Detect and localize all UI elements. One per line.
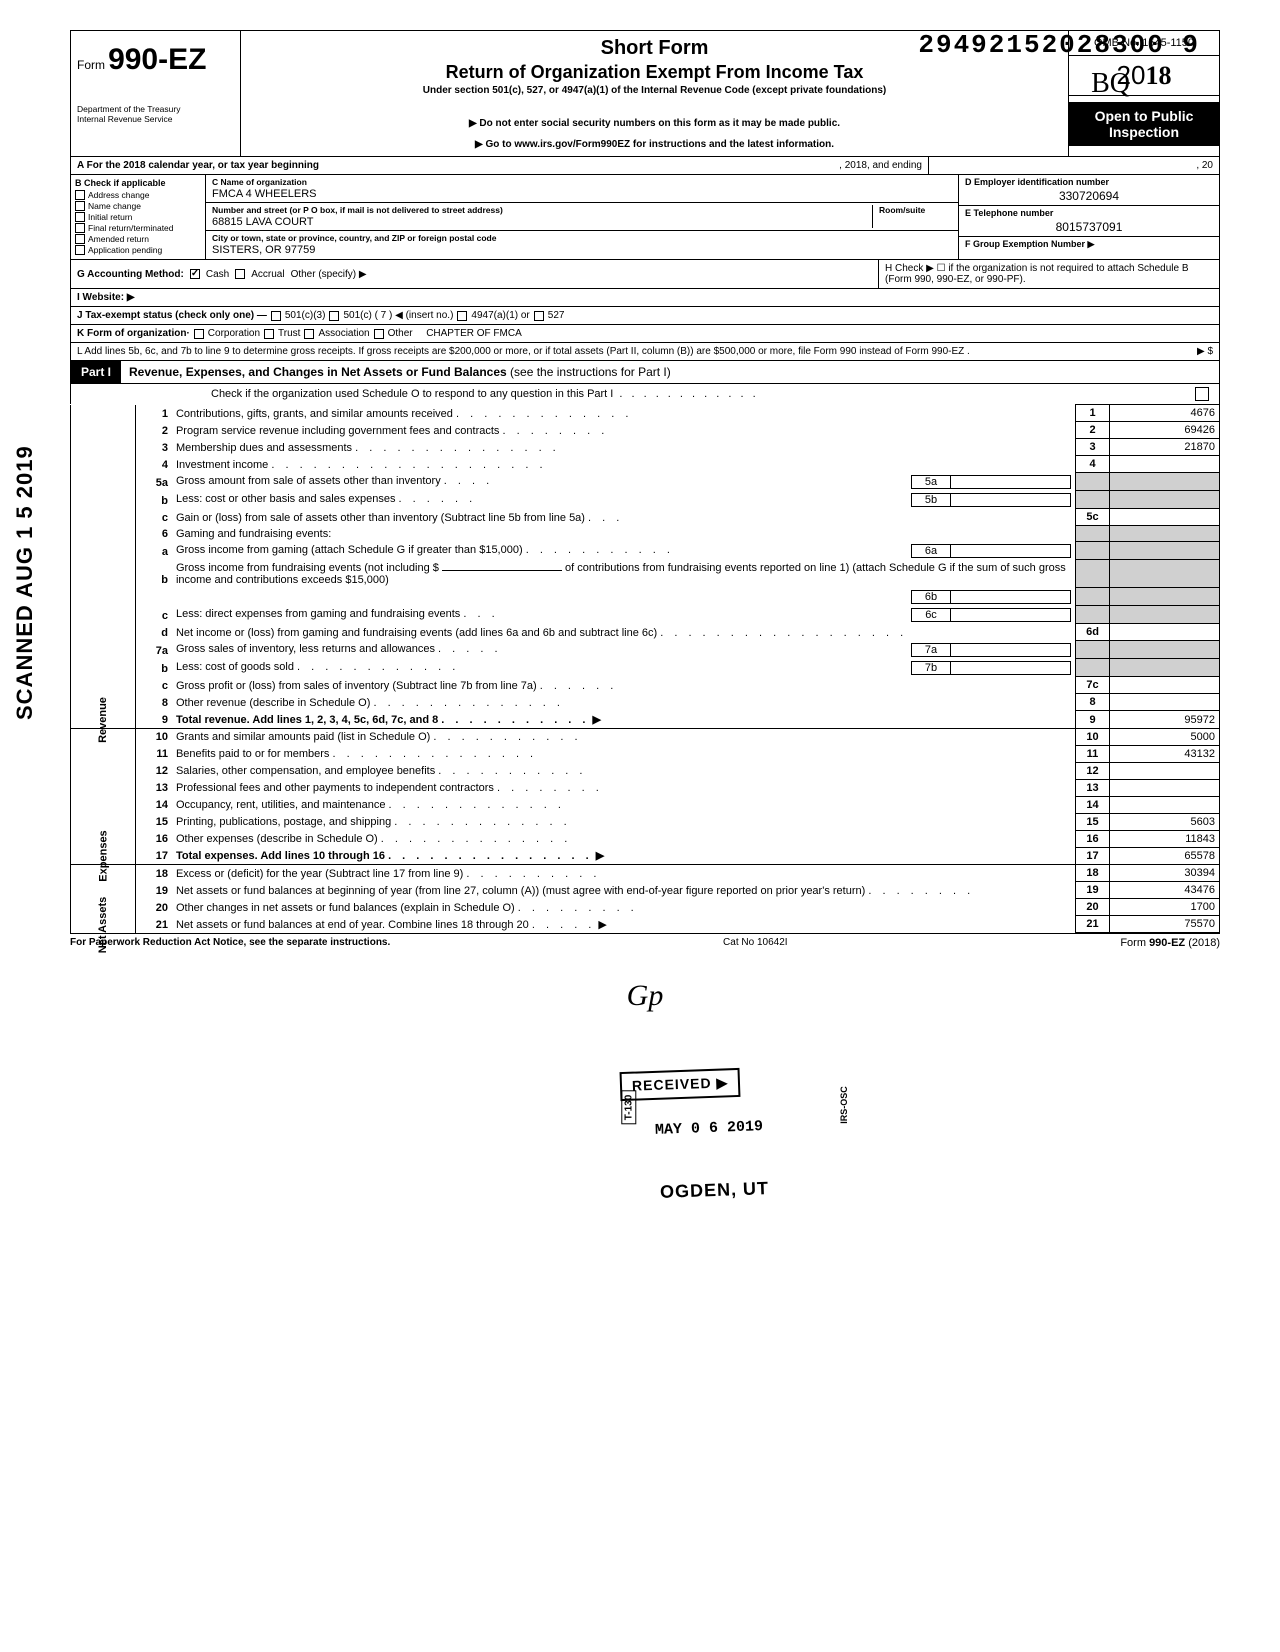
chk-assoc[interactable] <box>304 329 314 339</box>
addr-label: Number and street (or P O box, if mail i… <box>212 205 503 215</box>
t130-stamp: T-130 <box>621 1091 636 1125</box>
part1-table: Revenue 1 Contributions, gifts, grants, … <box>70 404 1220 933</box>
line10-value: 5000 <box>1110 728 1220 745</box>
chk-final[interactable] <box>75 223 85 233</box>
phone-label: E Telephone number <box>965 208 1053 218</box>
chk-schedule-o[interactable] <box>1195 387 1209 401</box>
chk-501c[interactable] <box>329 311 339 321</box>
scanned-stamp: SCANNED AUG 1 5 2019 <box>12 445 38 720</box>
group-exemption-label: F Group Exemption Number ▶ <box>965 239 1094 249</box>
line20-value: 1700 <box>1110 899 1220 916</box>
line2-value: 69426 <box>1110 422 1220 439</box>
row-a-mid: , 2018, and ending <box>839 160 922 171</box>
row-h: H Check ▶ ☐ if the organization is not r… <box>879 260 1219 288</box>
ein-value: 330720694 <box>965 187 1213 203</box>
line16-value: 11843 <box>1110 830 1220 847</box>
signature-initials: Gp <box>70 979 1220 1013</box>
form-header: Form 990-EZ Short Form Return of Organiz… <box>70 30 1220 102</box>
chk-name[interactable] <box>75 201 85 211</box>
phone-value: 8015737091 <box>965 218 1213 234</box>
cat-number: Cat No 10642I <box>723 937 788 949</box>
received-stamp: RECEIVED ▶ <box>620 1068 741 1101</box>
city-label: City or town, state or province, country… <box>212 233 496 243</box>
expenses-label: Expenses <box>97 830 109 881</box>
chk-pending[interactable] <box>75 245 85 255</box>
ogden-stamp: OGDEN, UT <box>660 1178 770 1203</box>
irs-osc-stamp: IRS-OSC <box>839 1086 849 1124</box>
short-form-label: Short Form <box>249 37 1060 60</box>
dept-irs: Internal Revenue Service <box>77 114 234 124</box>
part1-tag: Part I <box>71 361 121 383</box>
col-b-header: B Check if applicable <box>75 178 201 188</box>
chk-accrual[interactable] <box>235 269 245 279</box>
chk-cash[interactable] <box>190 269 200 279</box>
goto-link: ▶ Go to www.irs.gov/Form990EZ for instru… <box>249 139 1060 150</box>
row-i: I Website: ▶ <box>70 288 1220 306</box>
form-prefix: Form <box>77 58 105 72</box>
part1-header: Part I Revenue, Expenses, and Changes in… <box>70 361 1220 384</box>
chk-4947[interactable] <box>457 311 467 321</box>
chk-527[interactable] <box>534 311 544 321</box>
open-to-public: Open to Public Inspection <box>1069 102 1219 146</box>
org-name-label: C Name of organization <box>212 177 307 187</box>
line11-value: 43132 <box>1110 745 1220 762</box>
line18-value: 30394 <box>1110 865 1220 882</box>
schedule-o-check: Check if the organization used Schedule … <box>70 384 1220 404</box>
line19-value: 43476 <box>1110 882 1220 899</box>
street-address: 68815 LAVA COURT <box>212 215 872 228</box>
chk-initial[interactable] <box>75 212 85 222</box>
dept-treasury: Department of the Treasury <box>77 104 234 114</box>
row-l: L Add lines 5b, 6c, and 7b to line 9 to … <box>70 342 1220 361</box>
line1-value: 4676 <box>1110 405 1220 422</box>
chk-amended[interactable] <box>75 234 85 244</box>
netassets-label: Net Assets <box>97 896 109 952</box>
row-a: A For the 2018 calendar year, or tax yea… <box>70 156 1220 174</box>
line9-value: 95972 <box>1110 711 1220 729</box>
line15-value: 5603 <box>1110 813 1220 830</box>
row-k: K Form of organization· Corporation Trus… <box>70 324 1220 342</box>
revenue-label: Revenue <box>97 697 109 743</box>
chk-501c3[interactable] <box>271 311 281 321</box>
chk-trust[interactable] <box>264 329 274 339</box>
chk-other-org[interactable] <box>374 329 384 339</box>
org-name: FMCA 4 WHEELERS <box>212 187 952 200</box>
ein-label: D Employer identification number <box>965 177 1109 187</box>
accounting-label: G Accounting Method: <box>77 269 184 280</box>
ssn-warning: ▶ Do not enter social security numbers o… <box>249 118 1060 129</box>
line17-value: 65578 <box>1110 847 1220 865</box>
dept-row: Department of the Treasury Internal Reve… <box>70 102 1220 156</box>
page-footer: For Paperwork Reduction Act Notice, see … <box>70 933 1220 949</box>
row-a-end: , 20 <box>929 157 1219 174</box>
other-org-value: CHAPTER OF FMCA <box>426 328 522 339</box>
paperwork-notice: For Paperwork Reduction Act Notice, see … <box>70 937 390 948</box>
subtitle: Under section 501(c), 527, or 4947(a)(1)… <box>249 85 1060 96</box>
received-date: MAY 0 6 2019 <box>655 1118 764 1139</box>
line21-value: 75570 <box>1110 916 1220 933</box>
form-number: 990-EZ <box>108 43 206 77</box>
row-g: G Accounting Method: Cash Accrual Other … <box>70 259 1220 288</box>
row-j: J Tax-exempt status (check only one) — 5… <box>70 306 1220 324</box>
chk-address[interactable] <box>75 190 85 200</box>
chk-corp[interactable] <box>194 329 204 339</box>
main-title: Return of Organization Exempt From Incom… <box>249 62 1060 83</box>
line3-value: 21870 <box>1110 439 1220 456</box>
entity-block: B Check if applicable Address change Nam… <box>70 174 1220 259</box>
city-state-zip: SISTERS, OR 97759 <box>212 243 952 256</box>
initials-mark: BQ <box>1091 68 1130 100</box>
row-a-left: A For the 2018 calendar year, or tax yea… <box>77 160 319 171</box>
room-label: Room/suite <box>879 205 925 215</box>
